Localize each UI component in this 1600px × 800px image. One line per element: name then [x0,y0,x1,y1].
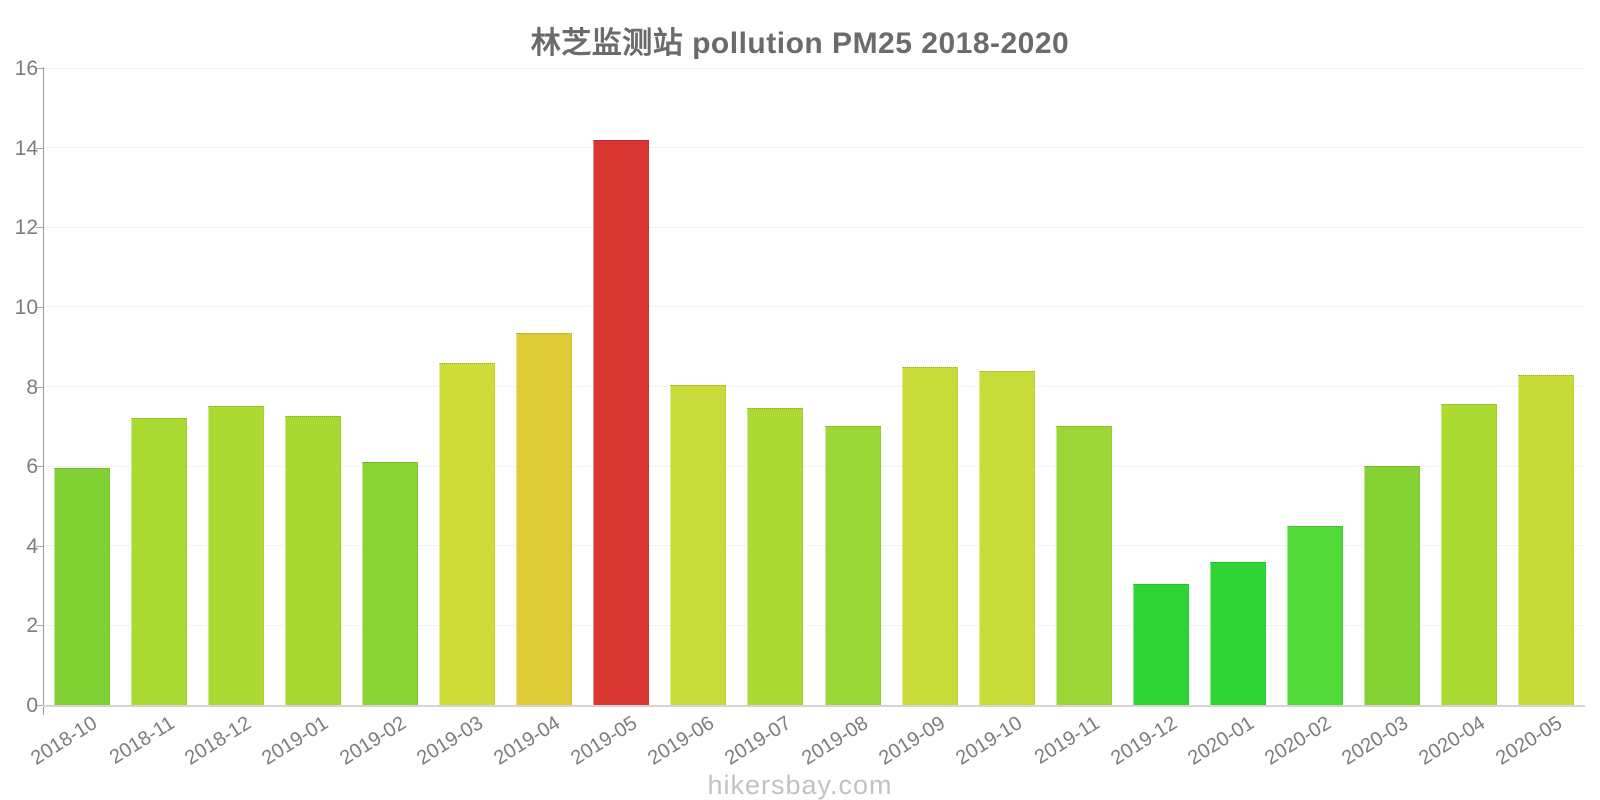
bar-2019-10[interactable] [978,370,1035,705]
gridline [44,624,1585,626]
x-tick-label-2019-07: 2019-07 [721,712,796,770]
y-tick-label: 10 [14,295,38,319]
bar-2020-02[interactable] [1287,525,1344,705]
x-tick-label-2019-10: 2019-10 [952,712,1027,770]
gridline [44,67,1585,69]
x-tick-label-2020-05: 2020-05 [1492,712,1567,770]
y-tick-label: 2 [26,614,38,638]
gridline [44,545,1585,547]
y-axis-tick [36,386,44,388]
y-tick-label: 6 [26,455,38,479]
bar-2019-08[interactable] [824,426,881,705]
x-tick-label-2019-06: 2019-06 [644,712,719,770]
bar-2019-12[interactable] [1132,583,1189,705]
y-axis-tick [36,306,44,308]
y-axis-line [43,67,44,715]
y-tick-label: 12 [14,216,38,240]
y-tick-label: 14 [14,136,38,160]
bar-2020-03[interactable] [1364,466,1421,705]
x-tick-label-2020-02: 2020-02 [1260,712,1335,770]
bar-2020-05[interactable] [1518,374,1575,705]
y-axis-tick [36,227,44,229]
watermark: hikersbay.com [707,770,893,800]
x-tick-label-2019-04: 2019-04 [489,712,564,770]
x-tick-label-2019-11: 2019-11 [1030,712,1104,769]
x-axis-line [43,705,1585,707]
x-tick-label-2019-05: 2019-05 [566,712,641,770]
gridline [44,226,1585,228]
y-tick-label: 0 [26,694,38,717]
bar-2019-02[interactable] [361,462,418,705]
y-tick-label: 4 [26,534,38,558]
chart-title: 林芝监测站 pollution PM25 2018-2020 [530,27,1070,60]
y-axis-tick [36,68,44,69]
bar-2019-04[interactable] [516,332,573,705]
bar-2018-10[interactable] [53,468,110,705]
x-tick-label-2019-03: 2019-03 [412,712,487,770]
y-axis-tick [36,147,44,149]
bar-2019-09[interactable] [901,366,958,705]
x-tick-label-2019-01: 2019-01 [258,712,333,770]
bar-2019-03[interactable] [439,362,496,705]
x-tick-label-2020-01: 2020-01 [1183,712,1258,770]
y-axis-tick [36,705,44,706]
gridline [44,306,1585,308]
gridline [44,465,1585,467]
bar-2019-06[interactable] [670,384,727,705]
gridline [44,386,1585,387]
x-tick-label-2020-03: 2020-03 [1337,712,1412,770]
bar-2019-07[interactable] [747,408,804,705]
y-tick-label: 8 [26,375,38,399]
x-tick-label-2018-10: 2018-10 [27,712,102,770]
x-tick-label-2020-04: 2020-04 [1415,712,1490,770]
y-axis-tick [36,466,44,468]
bar-2020-01[interactable] [1210,561,1267,705]
bar-2019-01[interactable] [284,416,341,705]
y-axis-tick [36,625,44,627]
bar-2019-05[interactable] [593,139,650,705]
x-tick-label-2018-12: 2018-12 [181,712,256,770]
x-tick-label-2019-09: 2019-09 [875,712,950,770]
x-tick-label-2019-08: 2019-08 [798,712,873,770]
bar-2020-04[interactable] [1441,404,1498,705]
x-tick-label-2019-02: 2019-02 [335,712,410,770]
x-tick-label-2019-12: 2019-12 [1106,712,1181,770]
bar-2018-12[interactable] [207,406,264,705]
bar-2019-11[interactable] [1055,426,1112,705]
gridline [44,147,1585,149]
x-tick-label-2018-11: 2018-11 [105,712,179,769]
y-axis-tick [36,545,44,547]
bar-2018-11[interactable] [130,418,187,705]
y-tick-label: 16 [14,57,38,80]
